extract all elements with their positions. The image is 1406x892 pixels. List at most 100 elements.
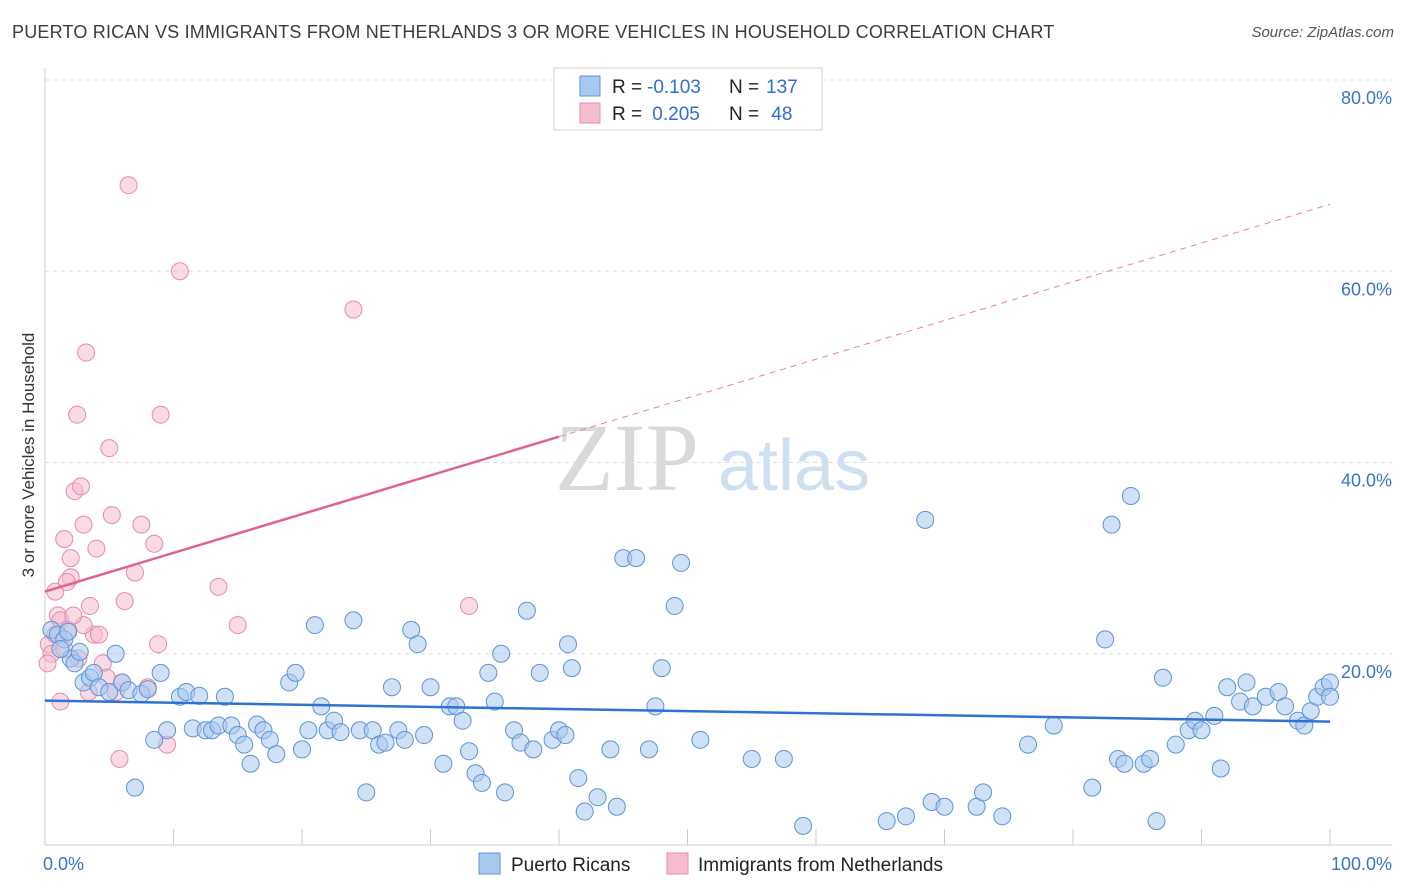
point-puerto-rican bbox=[691, 730, 710, 749]
bottom-legend-label-netherlands: Immigrants from Netherlands bbox=[698, 855, 943, 876]
point-netherlands bbox=[71, 477, 90, 496]
point-puerto-rican bbox=[556, 726, 575, 745]
watermark-atlas: atlas bbox=[718, 426, 870, 506]
y-tick-label: 60.0% bbox=[1341, 279, 1392, 299]
point-puerto-rican bbox=[460, 742, 479, 761]
point-puerto-rican bbox=[1096, 630, 1115, 649]
point-netherlands bbox=[110, 749, 129, 768]
point-puerto-rican bbox=[1153, 668, 1172, 687]
point-puerto-rican bbox=[1083, 778, 1102, 797]
point-puerto-rican bbox=[1218, 678, 1237, 697]
point-puerto-rican bbox=[1243, 697, 1262, 716]
point-puerto-rican bbox=[524, 740, 543, 759]
point-puerto-rican bbox=[106, 644, 125, 663]
trendline-puerto-ricans bbox=[44, 699, 1331, 723]
point-puerto-rican bbox=[190, 686, 209, 705]
top-legend: R = -0.103 N = 137 R = 0.205 N = 48 bbox=[553, 67, 823, 131]
point-puerto-rican bbox=[496, 783, 515, 802]
point-puerto-rican bbox=[1276, 697, 1295, 716]
point-puerto-rican bbox=[1019, 735, 1038, 754]
legend-n-label-1: N = bbox=[729, 77, 759, 98]
bottom-legend-swatch-blue bbox=[478, 852, 501, 875]
point-puerto-rican bbox=[492, 644, 511, 663]
point-puerto-rican bbox=[453, 711, 472, 730]
point-puerto-rican bbox=[1121, 486, 1140, 505]
point-puerto-rican bbox=[145, 730, 164, 749]
point-puerto-rican bbox=[395, 730, 414, 749]
series-puerto-ricans bbox=[42, 486, 1339, 835]
y-tick-label: 40.0% bbox=[1341, 471, 1392, 491]
legend-n-value-1: 137 bbox=[766, 77, 798, 98]
y-tick-labels: 20.0% 40.0% 60.0% 80.0% bbox=[1341, 88, 1392, 682]
point-puerto-rican bbox=[415, 726, 434, 745]
point-puerto-rican bbox=[558, 635, 577, 654]
point-puerto-rican bbox=[774, 749, 793, 768]
legend-r-value-2: 0.205 bbox=[647, 104, 700, 125]
point-puerto-rican bbox=[916, 510, 935, 529]
point-puerto-rican bbox=[935, 797, 954, 816]
point-puerto-rican bbox=[1237, 673, 1256, 692]
point-puerto-rican bbox=[408, 635, 427, 654]
point-puerto-rican bbox=[646, 697, 665, 716]
trendline-netherlands-extension bbox=[558, 203, 1331, 438]
x-tick-label: 100.0% bbox=[1331, 854, 1392, 874]
point-puerto-rican bbox=[293, 740, 311, 759]
x-tick-labels: 0.0% 100.0% bbox=[43, 854, 1392, 874]
point-netherlands bbox=[228, 616, 247, 635]
point-puerto-rican bbox=[331, 723, 350, 742]
point-puerto-rican bbox=[742, 749, 761, 768]
point-puerto-rican bbox=[575, 802, 594, 821]
trendline-netherlands bbox=[44, 435, 560, 593]
point-netherlands bbox=[115, 592, 134, 611]
point-puerto-rican bbox=[1211, 759, 1230, 778]
point-netherlands bbox=[119, 176, 138, 195]
point-netherlands bbox=[64, 606, 83, 625]
point-netherlands bbox=[87, 539, 106, 558]
bottom-legend-swatch-pink bbox=[666, 852, 689, 875]
point-puerto-rican bbox=[601, 740, 620, 759]
point-netherlands bbox=[145, 534, 164, 553]
source-label: Source: ZipAtlas.com bbox=[1251, 24, 1394, 41]
point-puerto-rican bbox=[138, 680, 157, 699]
point-netherlands bbox=[149, 635, 168, 654]
bottom-legend-label-puerto-ricans: Puerto Ricans bbox=[511, 855, 630, 876]
point-puerto-rican bbox=[627, 549, 646, 568]
chart-title: PUERTO RICAN VS IMMIGRANTS FROM NETHERLA… bbox=[12, 22, 1055, 42]
point-puerto-rican bbox=[877, 812, 896, 831]
point-puerto-rican bbox=[665, 596, 684, 615]
point-puerto-rican bbox=[485, 692, 504, 711]
point-puerto-rican bbox=[530, 663, 549, 682]
point-puerto-rican bbox=[1321, 687, 1339, 706]
point-netherlands bbox=[102, 506, 121, 525]
point-netherlands bbox=[80, 596, 99, 615]
point-puerto-rican bbox=[305, 616, 324, 635]
point-puerto-rican bbox=[70, 642, 89, 661]
legend-r-label-1: R = bbox=[612, 77, 642, 98]
point-puerto-rican bbox=[299, 721, 318, 740]
legend-n-label-2: N = bbox=[729, 104, 759, 125]
point-puerto-rican bbox=[1205, 706, 1224, 725]
point-netherlands bbox=[55, 530, 74, 548]
point-netherlands bbox=[77, 343, 96, 362]
point-puerto-rican bbox=[1147, 812, 1166, 831]
point-puerto-rican bbox=[59, 622, 78, 641]
legend-r-value-1: -0.103 bbox=[647, 77, 701, 98]
point-puerto-rican bbox=[382, 678, 401, 697]
point-puerto-rican bbox=[794, 816, 813, 835]
point-netherlands bbox=[38, 654, 57, 673]
legend-swatch-blue bbox=[579, 75, 601, 97]
point-netherlands bbox=[132, 515, 151, 534]
point-puerto-rican bbox=[434, 754, 453, 773]
trend-lines bbox=[44, 203, 1331, 723]
point-puerto-rican bbox=[51, 639, 70, 658]
point-puerto-rican bbox=[1166, 735, 1185, 754]
gridlines bbox=[45, 79, 1392, 655]
point-puerto-rican bbox=[376, 733, 395, 752]
point-puerto-rican bbox=[639, 740, 658, 759]
point-puerto-rican bbox=[158, 721, 177, 740]
point-puerto-rican bbox=[1192, 721, 1211, 740]
point-puerto-rican bbox=[125, 778, 144, 797]
watermark-zip: ZIP bbox=[555, 404, 699, 511]
point-puerto-rican bbox=[235, 735, 254, 754]
